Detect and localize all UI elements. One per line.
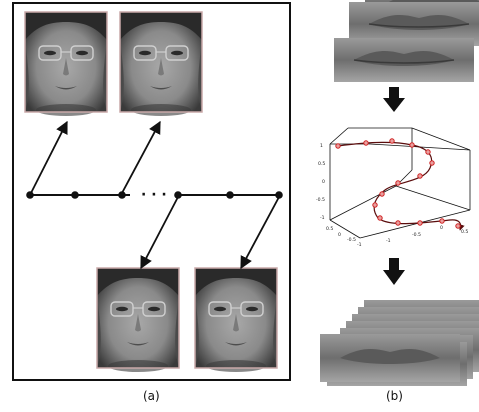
down-arrow-icon — [383, 258, 405, 285]
timeline-node — [226, 191, 234, 199]
y-tick-label: 0 — [440, 225, 443, 231]
timeline-node — [71, 191, 79, 199]
lip-stack-bottom — [320, 299, 479, 387]
face-frame-2 — [119, 11, 203, 117]
z-tick-label: 1 — [320, 143, 323, 149]
lip-stack-top — [333, 0, 479, 83]
z-tick-label: -0.5 — [316, 197, 325, 203]
timeline-ellipsis: · · · — [141, 187, 167, 203]
z-tick-label: 0 — [322, 179, 325, 185]
frame-arrows — [30, 120, 280, 270]
face-frame-3 — [96, 267, 180, 373]
timeline-node — [174, 191, 182, 199]
timeline-node — [118, 191, 126, 199]
face-frame-4 — [194, 267, 278, 373]
x-tick-label: 0.5 — [326, 226, 333, 232]
face-frame-1 — [24, 11, 108, 117]
caption-a: (a) — [143, 389, 160, 403]
z-tick-label: -1 — [320, 215, 325, 221]
z-tick-label: 0.5 — [318, 161, 325, 167]
plot-tick-labels: 1 0.5 0 -0.5 -1 0.5 0 -0.5 -1 -1 -0.5 0 … — [316, 143, 468, 248]
x-tick-label: -1 — [357, 242, 362, 248]
y-tick-label: -0.5 — [412, 232, 421, 238]
timeline-node — [26, 191, 34, 199]
caption-b: (b) — [386, 389, 403, 403]
y-tick-label: 0.5 — [461, 229, 468, 235]
timeline-node — [275, 191, 283, 199]
trajectory-points — [335, 138, 461, 229]
y-tick-label: -1 — [386, 238, 391, 244]
x-tick-label: 0 — [338, 232, 341, 238]
x-tick-label: -0.5 — [347, 237, 356, 243]
down-arrow-icon — [383, 87, 405, 112]
